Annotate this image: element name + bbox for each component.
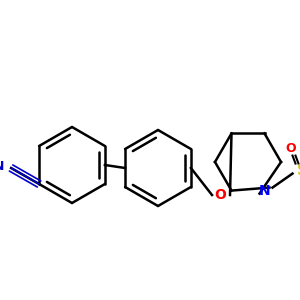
Text: N: N bbox=[259, 184, 270, 198]
Text: O: O bbox=[214, 188, 226, 202]
Text: S: S bbox=[297, 163, 300, 178]
Text: N: N bbox=[0, 160, 4, 172]
Text: O: O bbox=[285, 142, 296, 155]
